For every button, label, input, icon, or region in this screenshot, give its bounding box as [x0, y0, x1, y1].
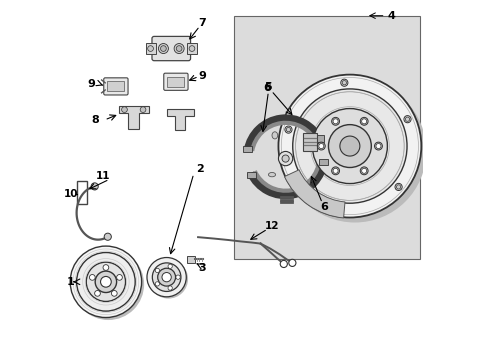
- Text: 9: 9: [198, 71, 206, 81]
- Text: 10: 10: [63, 189, 78, 199]
- Bar: [314, 135, 324, 142]
- Circle shape: [375, 144, 380, 149]
- Circle shape: [281, 77, 423, 220]
- Circle shape: [117, 275, 122, 280]
- Circle shape: [89, 275, 95, 280]
- FancyBboxPatch shape: [103, 78, 128, 95]
- Circle shape: [339, 136, 359, 156]
- FancyBboxPatch shape: [163, 73, 188, 90]
- FancyBboxPatch shape: [152, 36, 190, 61]
- Circle shape: [148, 259, 188, 298]
- Circle shape: [374, 142, 382, 150]
- Circle shape: [332, 168, 337, 173]
- Bar: [186, 43, 197, 54]
- Circle shape: [147, 46, 153, 51]
- Text: 11: 11: [96, 171, 110, 181]
- Text: 12: 12: [264, 221, 278, 231]
- Text: 7: 7: [198, 18, 206, 28]
- Circle shape: [360, 167, 367, 175]
- Circle shape: [396, 185, 400, 189]
- Circle shape: [317, 142, 325, 150]
- Circle shape: [73, 249, 144, 320]
- Circle shape: [140, 107, 145, 112]
- Circle shape: [325, 204, 329, 208]
- Circle shape: [176, 46, 182, 51]
- Circle shape: [160, 46, 166, 51]
- Bar: [107, 81, 124, 91]
- Circle shape: [70, 246, 142, 318]
- Bar: [186, 256, 195, 263]
- Circle shape: [174, 44, 184, 54]
- Text: 4: 4: [386, 11, 394, 21]
- Bar: [167, 77, 184, 87]
- Text: 8: 8: [91, 115, 99, 125]
- Circle shape: [162, 273, 171, 282]
- Polygon shape: [119, 106, 148, 129]
- Circle shape: [122, 107, 127, 112]
- Text: 5: 5: [264, 82, 271, 92]
- Text: 1: 1: [66, 277, 74, 287]
- Circle shape: [168, 286, 172, 290]
- Circle shape: [332, 119, 337, 124]
- Circle shape: [101, 276, 111, 287]
- Ellipse shape: [268, 172, 275, 177]
- Circle shape: [331, 167, 339, 175]
- Circle shape: [168, 264, 172, 269]
- Circle shape: [331, 117, 339, 125]
- Circle shape: [403, 116, 410, 123]
- Circle shape: [324, 202, 331, 210]
- Bar: [246, 172, 256, 178]
- Circle shape: [189, 46, 194, 51]
- Bar: [319, 159, 328, 165]
- Bar: [233, 16, 419, 258]
- Circle shape: [77, 252, 135, 311]
- Circle shape: [95, 271, 116, 293]
- Circle shape: [111, 291, 117, 296]
- Circle shape: [340, 79, 347, 86]
- Circle shape: [104, 233, 111, 240]
- Text: 6: 6: [263, 83, 271, 93]
- Circle shape: [282, 155, 288, 162]
- Bar: [302, 133, 316, 151]
- Ellipse shape: [293, 182, 299, 185]
- Circle shape: [394, 183, 401, 190]
- Circle shape: [286, 127, 290, 132]
- Circle shape: [328, 125, 370, 167]
- Circle shape: [361, 168, 366, 173]
- Circle shape: [147, 257, 186, 297]
- Circle shape: [342, 81, 346, 85]
- Circle shape: [155, 282, 159, 286]
- Wedge shape: [284, 170, 345, 218]
- Bar: [145, 43, 155, 54]
- Text: 3: 3: [198, 263, 205, 273]
- Circle shape: [176, 275, 180, 279]
- Circle shape: [91, 183, 98, 190]
- Circle shape: [292, 89, 406, 203]
- Circle shape: [158, 44, 168, 54]
- Circle shape: [155, 268, 159, 273]
- Text: 9: 9: [87, 79, 95, 89]
- Polygon shape: [166, 109, 193, 130]
- Ellipse shape: [271, 132, 277, 139]
- Circle shape: [283, 80, 426, 222]
- Circle shape: [405, 117, 409, 121]
- Bar: [77, 181, 87, 204]
- Circle shape: [318, 144, 323, 149]
- Circle shape: [360, 117, 367, 125]
- Circle shape: [157, 268, 175, 286]
- Circle shape: [288, 259, 295, 266]
- Circle shape: [278, 75, 421, 217]
- Circle shape: [312, 109, 386, 184]
- Circle shape: [280, 260, 287, 267]
- Circle shape: [103, 265, 108, 270]
- Circle shape: [285, 126, 291, 133]
- Circle shape: [152, 263, 181, 292]
- Bar: [243, 145, 252, 152]
- Circle shape: [86, 262, 125, 301]
- Text: 6: 6: [319, 202, 327, 212]
- Circle shape: [361, 119, 366, 124]
- Circle shape: [95, 291, 100, 296]
- Text: 2: 2: [196, 164, 203, 174]
- Circle shape: [278, 152, 292, 166]
